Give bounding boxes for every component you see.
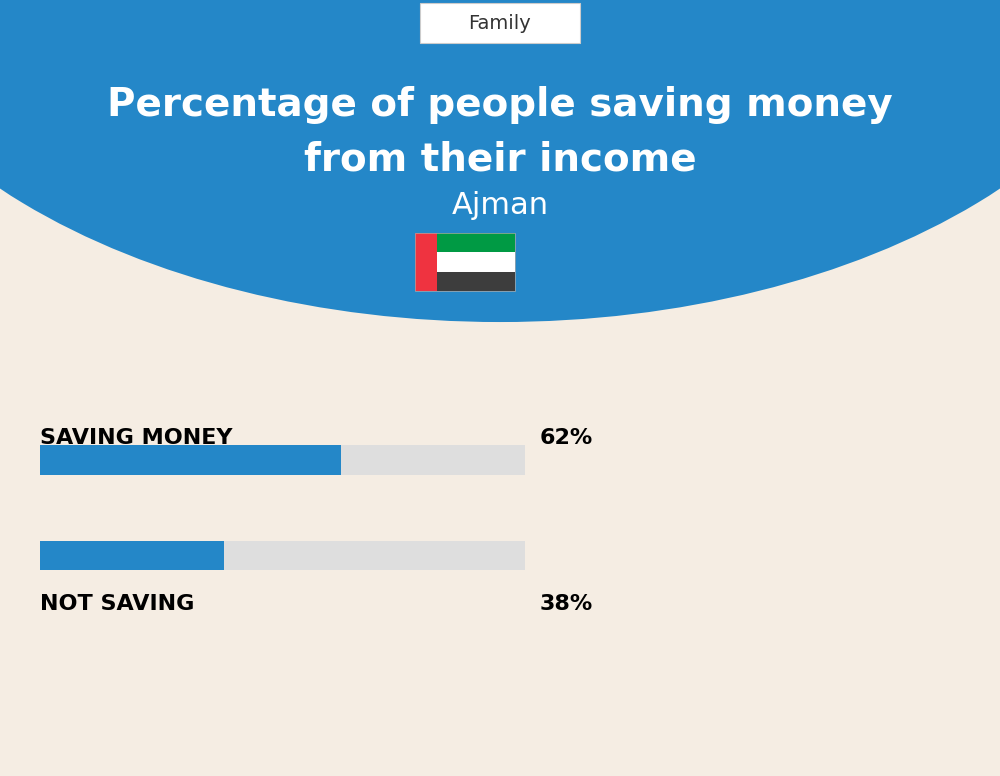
Bar <box>415 252 515 272</box>
Text: SAVING MONEY: SAVING MONEY <box>40 428 232 449</box>
Text: 38%: 38% <box>540 594 593 614</box>
Bar <box>40 541 525 570</box>
Ellipse shape <box>0 0 1000 322</box>
Bar <box>415 233 515 291</box>
Bar <box>40 445 341 475</box>
Bar <box>40 541 224 570</box>
FancyBboxPatch shape <box>420 3 580 43</box>
Text: Percentage of people saving money: Percentage of people saving money <box>107 86 893 123</box>
Text: Family: Family <box>469 14 531 33</box>
Bar <box>40 445 525 475</box>
Bar <box>415 233 515 252</box>
Text: Ajman: Ajman <box>451 191 549 220</box>
Text: 62%: 62% <box>540 428 593 449</box>
Text: NOT SAVING: NOT SAVING <box>40 594 194 614</box>
Bar <box>415 233 437 291</box>
Text: from their income: from their income <box>304 140 696 178</box>
Bar <box>415 272 515 291</box>
